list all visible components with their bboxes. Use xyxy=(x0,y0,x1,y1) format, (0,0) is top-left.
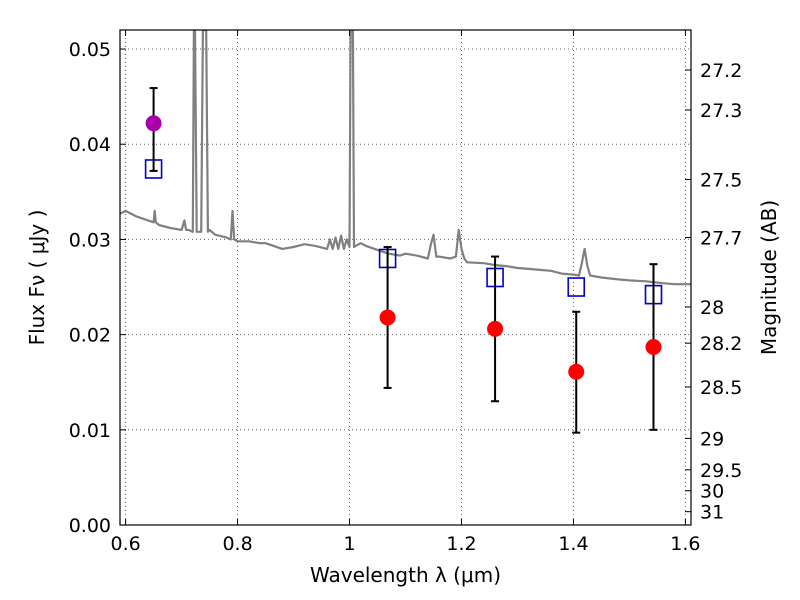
y2-tick-label: 27.5 xyxy=(700,169,742,191)
y-axis-title: Flux Fν ( μJy ) xyxy=(25,210,49,346)
y2-tick-label: 31 xyxy=(700,502,724,524)
x-tick-label: 1.6 xyxy=(670,533,700,555)
y2-tick-label: 29.5 xyxy=(700,460,742,482)
y-tick-label: 0.03 xyxy=(69,229,111,251)
plot-frame xyxy=(119,29,692,526)
y-tick-label: 0.04 xyxy=(69,134,111,156)
y2-tick-label: 27.2 xyxy=(700,60,742,82)
y2-tick-label: 30 xyxy=(700,481,724,503)
plot-area xyxy=(120,30,691,434)
y2-tick-label: 29 xyxy=(700,428,724,450)
y-tick-label: 0.00 xyxy=(69,515,111,537)
marker-layer xyxy=(144,87,663,434)
observed-flux-point xyxy=(145,115,162,132)
model-photometry-square xyxy=(567,277,586,297)
observed-flux-point xyxy=(379,309,396,326)
y2-tick-label: 28.2 xyxy=(700,333,742,355)
y2-tick-label: 28 xyxy=(700,297,724,319)
grid-lines xyxy=(120,30,691,526)
x-tick-label: 1.2 xyxy=(446,533,476,555)
x-tick-label: 1 xyxy=(343,533,355,555)
observed-flux-point xyxy=(487,320,504,337)
observed-flux-point xyxy=(568,363,585,380)
y2-tick-label: 27.7 xyxy=(700,228,742,250)
y-tick-label: 0.01 xyxy=(69,420,111,442)
y-tick-label: 0.02 xyxy=(69,325,111,347)
model-spectrum-line xyxy=(120,30,691,286)
y-tick-label: 0.05 xyxy=(69,39,111,61)
y2-tick-label: 28.5 xyxy=(700,377,742,399)
x-tick-label: 0.6 xyxy=(110,533,140,555)
x-tick-label: 1.4 xyxy=(558,533,588,555)
x-tick-label: 0.8 xyxy=(222,533,252,555)
series-layer xyxy=(120,30,691,286)
y2-tick-label: 27.3 xyxy=(700,100,742,122)
tick-layer: 0.6 0.8 1 1.2 1.4 1.6 0.00 0.01 0.02 0.03 0.04 0.05… xyxy=(69,30,742,555)
x-axis-title: Wavelength λ (μm) xyxy=(310,563,501,587)
y2-axis-title: Magnitude (AB) xyxy=(757,200,781,355)
observed-flux-point xyxy=(645,338,662,355)
